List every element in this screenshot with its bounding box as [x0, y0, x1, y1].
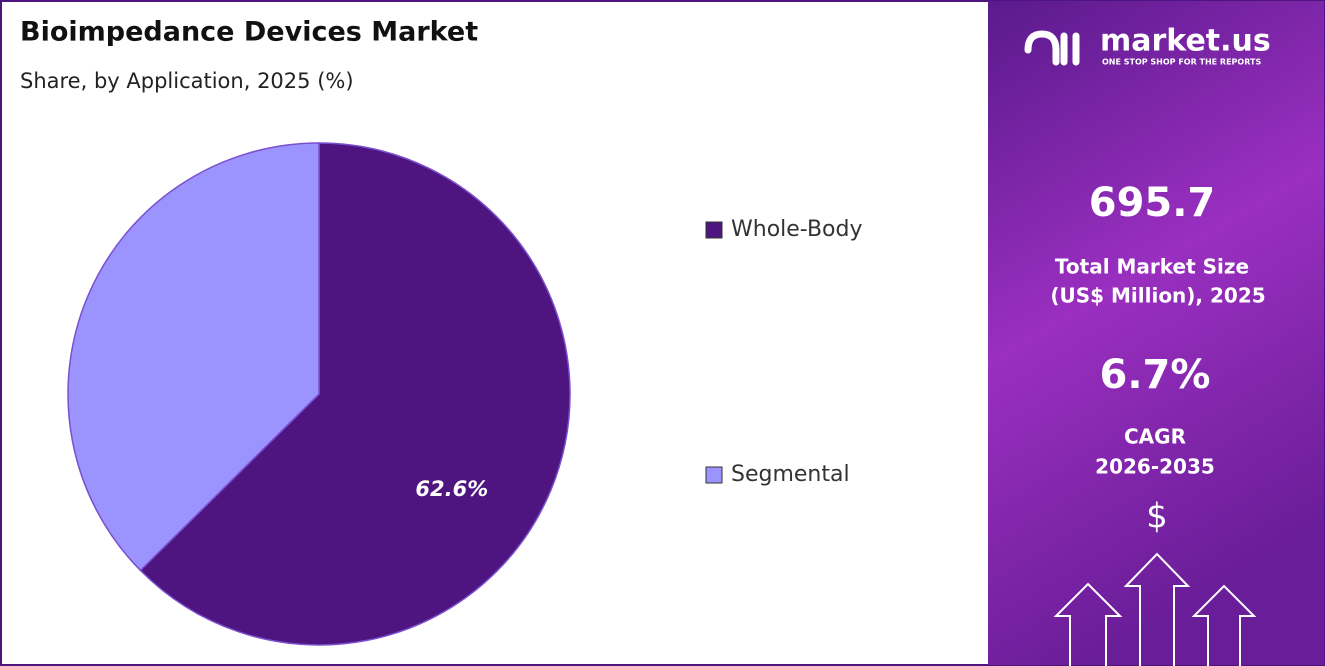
arrows	[1053, 552, 1257, 666]
cagr-label: CAGR	[1124, 425, 1186, 449]
chart-title: Bioimpedance Devices Market	[20, 17, 478, 48]
currency-icon: $	[1146, 497, 1168, 537]
legend-label: Segmental	[731, 462, 850, 487]
cagr-label: 2026-2035	[1095, 455, 1215, 479]
legend-swatch	[705, 466, 723, 484]
pie: 62.6%	[67, 142, 571, 646]
market-size-label: (US$ Million), 2025	[1050, 284, 1265, 308]
cagr: 6.7%	[1100, 352, 1211, 398]
legend: Whole-Body Segmental	[705, 217, 863, 487]
sidebar	[988, 1, 1324, 665]
legend-label: Whole-Body	[731, 217, 863, 242]
pie-slice	[139, 142, 571, 646]
chart-subtitle: Share, by Application, 2025 (%)	[20, 69, 354, 93]
logo: market.us ONE STOP SHOP FOR THE REPORTS	[1024, 24, 1271, 67]
market-size: 695.7	[1089, 180, 1216, 226]
tagline: ONE STOP SHOP FOR THE REPORTS	[1102, 58, 1261, 67]
pie-slice	[67, 142, 320, 572]
legend-swatch	[705, 221, 723, 239]
market-size-label: Total Market Size	[1055, 255, 1249, 279]
brand: market.us	[1100, 24, 1271, 59]
value-label: 62.6%	[415, 477, 488, 501]
